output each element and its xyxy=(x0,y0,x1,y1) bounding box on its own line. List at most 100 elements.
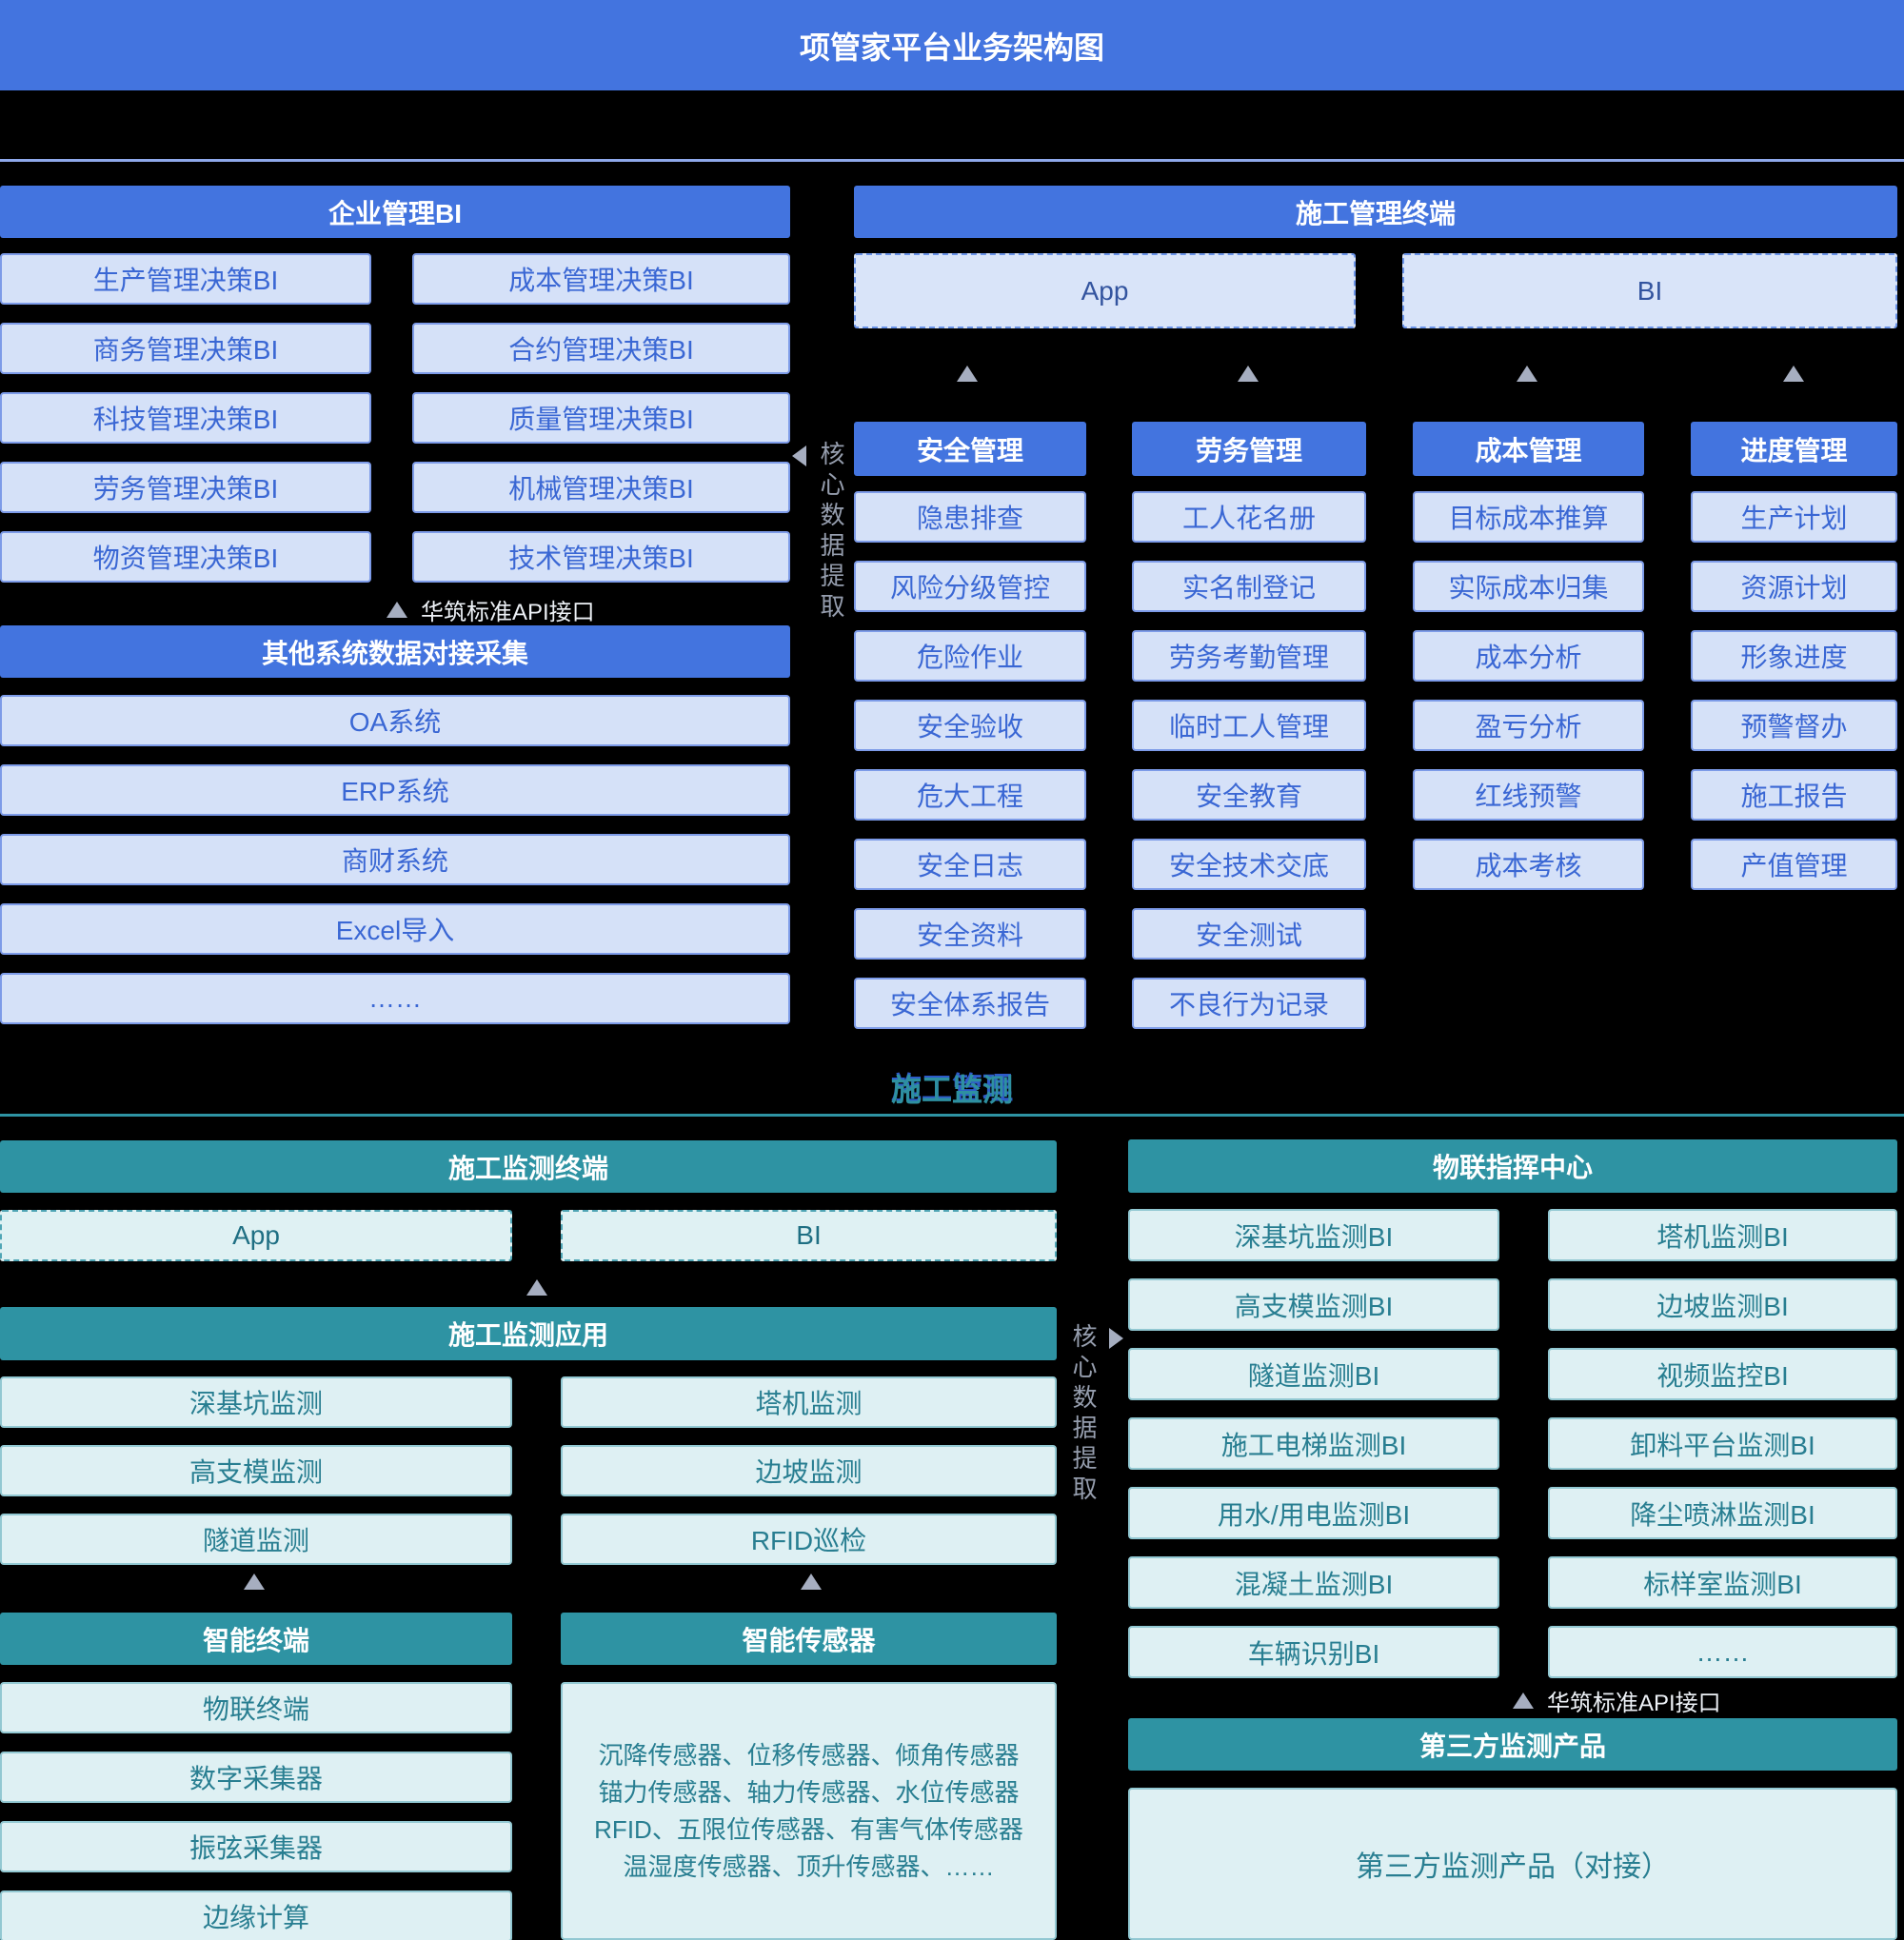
column-item: 成本考核 xyxy=(1413,839,1644,890)
monitor-app-item: 隧道监测 xyxy=(0,1514,512,1565)
enterprise-bi-item: 物资管理决策BI xyxy=(0,531,371,583)
third-party-box: 第三方监测产品（对接） xyxy=(1128,1788,1897,1940)
core-data-extract-text: 核心数据提取 xyxy=(817,441,845,624)
enterprise-bi-item: 科技管理决策BI xyxy=(0,392,371,444)
column-item: 红线预警 xyxy=(1413,769,1644,821)
column-item: 劳务考勤管理 xyxy=(1132,630,1366,682)
monitor-app-item: 边坡监测 xyxy=(561,1445,1057,1496)
other-systems-item: 商财系统 xyxy=(0,834,790,885)
iot-center-item: 塔机监测BI xyxy=(1548,1209,1897,1261)
api-interface-label-top: 华筑标准API接口 xyxy=(0,595,790,625)
other-systems-item: ERP系统 xyxy=(0,764,790,816)
enterprise-bi-header: 企业管理BI xyxy=(0,186,790,238)
column-header: 安全管理 xyxy=(854,422,1086,476)
enterprise-bi-item: 质量管理决策BI xyxy=(412,392,790,444)
monitor-app-item: RFID巡检 xyxy=(561,1514,1057,1565)
column-labor-management: 劳务管理 工人花名册 实名制登记 劳务考勤管理 临时工人管理 安全教育 安全技术… xyxy=(1132,422,1366,1029)
arrow-up-icon xyxy=(957,366,978,382)
column-item: 安全资料 xyxy=(854,908,1086,960)
column-item: 安全日志 xyxy=(854,839,1086,890)
enterprise-bi-item: 生产管理决策BI xyxy=(0,253,371,305)
smart-terminal-item: 物联终端 xyxy=(0,1682,512,1733)
section2-divider xyxy=(0,1114,1904,1117)
api-interface-text: 华筑标准API接口 xyxy=(421,599,595,625)
arrow-up-icon xyxy=(801,1574,822,1590)
monitor-app-header: 施工监测应用 xyxy=(0,1307,1057,1360)
third-party-header: 第三方监测产品 xyxy=(1128,1718,1897,1771)
monitor-terminal-header: 施工监测终端 xyxy=(0,1140,1057,1193)
iot-center-item: 视频监控BI xyxy=(1548,1348,1897,1400)
column-safety-management: 安全管理 隐患排查 风险分级管控 危险作业 安全验收 危大工程 安全日志 安全资… xyxy=(854,422,1086,1029)
column-item: 隐患排查 xyxy=(854,491,1086,543)
arrow-up-icon xyxy=(387,601,407,618)
column-item: 危险作业 xyxy=(854,630,1086,682)
column-item: 安全验收 xyxy=(854,700,1086,751)
core-data-extract-text: 核心数据提取 xyxy=(1069,1323,1098,1506)
app-title-bar: 项管家平台业务架构图 xyxy=(0,0,1904,90)
sensor-line: 锚力传感器、轴力传感器、水位传感器 xyxy=(598,1777,1020,1807)
column-cost-management: 成本管理 目标成本推算 实际成本归集 成本分析 盈亏分析 红线预警 成本考核 xyxy=(1413,422,1644,890)
sensor-line: 温湿度传感器、顶升传感器、…… xyxy=(623,1851,995,1881)
column-item: 实名制登记 xyxy=(1132,561,1366,612)
monitor-app-item: 高支模监测 xyxy=(0,1445,512,1496)
iot-center-item: 隧道监测BI xyxy=(1128,1348,1499,1400)
bi-terminal-box: BI xyxy=(561,1210,1057,1261)
column-item: 资源计划 xyxy=(1691,561,1897,612)
smart-sensor-header: 智能传感器 xyxy=(561,1613,1057,1665)
iot-center-item: 卸料平台监测BI xyxy=(1548,1417,1897,1470)
enterprise-bi-block: 企业管理BI 生产管理决策BI 成本管理决策BI 商务管理决策BI 合约管理决策… xyxy=(0,186,790,1024)
smart-terminal-item: 数字采集器 xyxy=(0,1752,512,1803)
sensor-line: RFID、五限位传感器、有害气体传感器 xyxy=(594,1814,1023,1844)
smart-terminal-item: 振弦采集器 xyxy=(0,1821,512,1872)
page-title: 项管家平台业务架构图 xyxy=(799,30,1104,65)
section1-divider xyxy=(0,159,1904,162)
monitor-app-grid: 深基坑监测 塔机监测 高支模监测 边坡监测 隧道监测 RFID巡检 xyxy=(0,1376,1057,1565)
column-item: 工人花名册 xyxy=(1132,491,1366,543)
core-data-extract-left: 核心数据提取 xyxy=(792,441,849,624)
iot-center-item: 降尘喷淋监测BI xyxy=(1548,1487,1897,1539)
enterprise-bi-item: 商务管理决策BI xyxy=(0,323,371,374)
monitor-app-item: 深基坑监测 xyxy=(0,1376,512,1428)
column-header: 劳务管理 xyxy=(1132,422,1366,476)
app-terminal-box: App xyxy=(0,1210,512,1261)
other-systems-header: 其他系统数据对接采集 xyxy=(0,625,790,678)
monitor-app-item: 塔机监测 xyxy=(561,1376,1057,1428)
enterprise-bi-item: 劳务管理决策BI xyxy=(0,462,371,513)
arrow-up-icon xyxy=(244,1574,265,1590)
arrow-up-icon xyxy=(1513,1692,1534,1709)
other-systems-item: Excel导入 xyxy=(0,903,790,955)
column-header: 进度管理 xyxy=(1691,422,1897,476)
construction-terminal-block: 施工管理终端 App BI xyxy=(854,186,1897,328)
other-systems-item: OA系统 xyxy=(0,695,790,746)
column-progress-management: 进度管理 生产计划 资源计划 形象进度 预警督办 施工报告 产值管理 xyxy=(1691,422,1897,890)
column-item: 安全教育 xyxy=(1132,769,1366,821)
bi-terminal-box: BI xyxy=(1402,253,1897,328)
iot-center-item: 混凝土监测BI xyxy=(1128,1556,1499,1609)
arrow-left-icon xyxy=(792,445,806,466)
column-item: 预警督办 xyxy=(1691,700,1897,751)
arrow-up-icon xyxy=(526,1279,547,1296)
smart-sensor-box: 沉降传感器、位移传感器、倾角传感器 锚力传感器、轴力传感器、水位传感器 RFID… xyxy=(561,1682,1057,1940)
enterprise-bi-item: 成本管理决策BI xyxy=(412,253,790,305)
column-item: 临时工人管理 xyxy=(1132,700,1366,751)
enterprise-bi-item: 技术管理决策BI xyxy=(412,531,790,583)
iot-center-grid: 深基坑监测BI 塔机监测BI 高支模监测BI 边坡监测BI 隧道监测BI 视频监… xyxy=(1128,1209,1897,1678)
api-interface-text: 华筑标准API接口 xyxy=(1547,1690,1721,1716)
arrow-right-icon xyxy=(1109,1328,1123,1349)
column-item: 不良行为记录 xyxy=(1132,978,1366,1029)
smart-terminal-header: 智能终端 xyxy=(0,1613,512,1665)
terminal-appbi-row: App BI xyxy=(854,253,1897,328)
api-interface-label-bottom: 华筑标准API接口 xyxy=(1513,1686,1721,1716)
arrow-up-icon xyxy=(1238,366,1259,382)
column-item: 风险分级管控 xyxy=(854,561,1086,612)
iot-center-item: 边坡监测BI xyxy=(1548,1278,1897,1331)
section1-heading: 施工管理 xyxy=(890,1071,1013,1105)
arrow-up-icon xyxy=(1517,366,1537,382)
monitor-appbi-row: App BI xyxy=(0,1210,1057,1261)
column-item: 安全技术交底 xyxy=(1132,839,1366,890)
section2-heading: 施工监测 xyxy=(890,1073,1013,1107)
iot-center-item: 车辆识别BI xyxy=(1128,1626,1499,1678)
column-item: 实际成本归集 xyxy=(1413,561,1644,612)
column-item: 形象进度 xyxy=(1691,630,1897,682)
